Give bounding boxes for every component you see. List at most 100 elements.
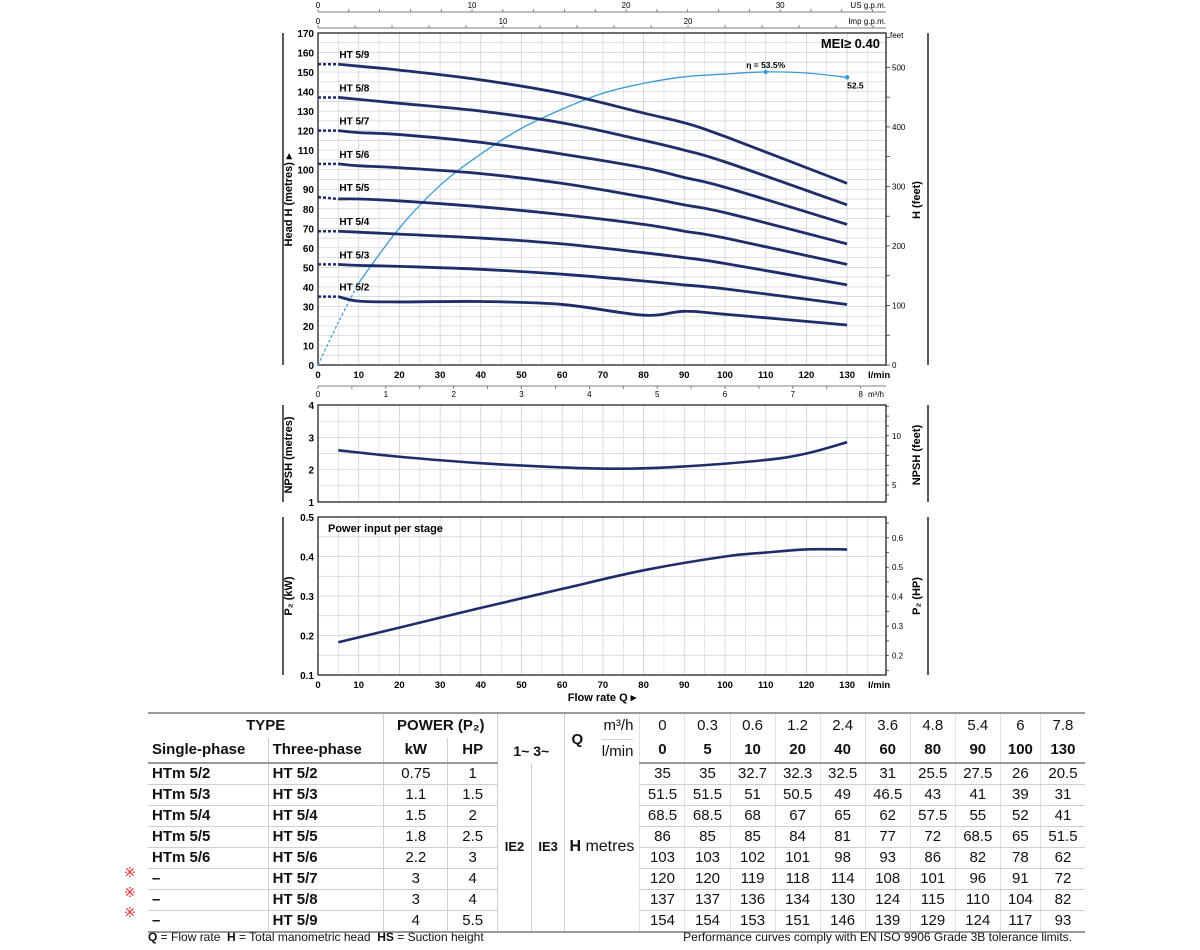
q-header-cell: Q m³/h l/min [564,713,640,764]
m3h-tick-label: 5 [655,390,660,399]
head-value: 130 [819,889,866,911]
head-value: 68.5 [954,826,1001,848]
head-chart-y-tick-label: 140 [297,88,314,99]
head-value: 51.5 [639,784,685,806]
efficiency-peak-point [763,69,768,75]
head-value: 51.5 [1039,826,1085,848]
head-value: 77 [864,826,911,848]
head-chart-y-tick-label: 70 [303,224,315,235]
q-lmin-value: 5 [684,738,731,764]
kw-header: kW [383,738,448,764]
h-metres-label: H metres [564,763,640,932]
head-value: 51.5 [684,784,731,806]
efficiency-end-label: 52.5 [847,80,864,90]
power-chart-y-tick-label: 0.3 [300,592,314,603]
q-m3h-value: 5.4 [954,713,1001,738]
power-chart-x-tick-label: 30 [435,680,446,691]
power-chart-x-tick-label: 100 [717,680,733,691]
head-value: 118 [774,868,821,890]
power-kw: 1.1 [383,784,448,806]
q-lmin-value: 100 [999,738,1041,764]
hp-header: HP [447,738,498,764]
head-chart-x-tick-label: 100 [717,370,733,381]
head-value: 85 [729,826,776,848]
head-chart-frame [317,32,887,366]
head-chart-x-tick-label: 10 [353,370,364,381]
us-gpm-axis-tick-label: 10 [468,1,477,10]
table-row: – HT 5/7 3 4 120 120 119 118 114 108 101 96 91 72 [148,868,1085,890]
three-phase-model: HT 5/4 [267,805,384,827]
three-phase-model: HT 5/7 [267,868,384,890]
head-value: 154 [684,910,731,933]
feet-unit: feet [890,31,904,40]
head-chart-x-tick-label: 90 [679,370,690,381]
head-value: 55 [954,805,1001,827]
head-value: 134 [774,889,821,911]
head-curve-label: HT 5/5 [339,183,369,194]
head-value: 27.5 [954,763,1001,785]
power-kw: 0.75 [383,763,448,785]
npsh-feet-tick-label: 10 [892,432,901,441]
head-value: 72 [1039,868,1085,890]
q-m3h-value: 3.6 [864,713,911,738]
head-chart-x-tick-label: 30 [435,370,446,381]
compliance-note: Performance curves comply with EN ISO 99… [683,930,1072,944]
head-value: 41 [954,784,1001,806]
head-value: 43 [909,784,956,806]
q-lmin-value: 130 [1039,738,1085,764]
npsh-chart-frame [317,404,887,503]
head-value: 68 [729,805,776,827]
power-chart-frame [317,516,887,676]
three-phase-model: HT 5/6 [267,847,384,869]
head-curve-label: HT 5/3 [339,250,369,261]
head-value: 72 [909,826,956,848]
three-phase-model: HT 5/9 [267,910,384,933]
power-chart-x-tick-label: 10 [353,680,364,691]
head-value: 26 [999,763,1041,785]
head-chart-y-tick-label: 130 [297,107,314,118]
m3h-tick-label: 3 [519,390,524,399]
q-lmin-value: 80 [909,738,956,764]
power-kw: 3 [383,868,448,890]
head-value: 68.5 [684,805,731,827]
power-chart-x-tick-label: 60 [557,680,568,691]
three-phase-model: HT 5/2 [267,763,384,785]
head-curve [338,263,848,306]
single-phase-model: – [148,889,269,911]
head-chart-y-tick-label: 20 [303,322,315,333]
head-chart-y-tick-label: 100 [297,166,314,177]
q-lmin-value: 10 [729,738,776,764]
power-kw: 2.2 [383,847,448,869]
power-kw: 3 [383,889,448,911]
head-chart-y-tick-label: 30 [303,302,315,313]
ie3-class: IE3 [530,763,565,932]
head-value: 96 [954,868,1001,890]
imp-gpm-axis-tick-label: 0 [316,17,321,26]
phase-header: 1~ 3~ [497,713,565,763]
head-value: 102 [729,847,776,869]
head-value: 151 [774,910,821,933]
head-value: 117 [999,910,1041,933]
imp-gpm-axis-tick-label: 10 [499,17,508,26]
head-chart-y-tick-label: 170 [297,29,314,40]
head-chart-x-unit: l/min [868,370,890,381]
head-value: 31 [864,763,911,785]
head-curve [338,295,848,327]
efficiency-end-point [844,75,850,80]
head-value: 108 [864,868,911,890]
hp-tick-label: 0.4 [892,593,904,602]
q-m3h-value: 6 [999,713,1041,738]
footer-legend: Q = Flow rate H = Total manometric head … [148,930,484,944]
power-chart-x-tick-label: 90 [679,680,690,691]
head-chart-y-tick-label: 10 [303,341,315,352]
head-value: 103 [684,847,731,869]
head-value: 98 [819,847,866,869]
head-value: 101 [909,868,956,890]
head-chart-x-tick-label: 110 [758,370,773,381]
head-curve-label: HT 5/4 [339,217,369,228]
single-phase-model: HTm 5/5 [148,826,269,848]
head-chart-y-tick-label: 90 [303,185,315,196]
head-value: 32.7 [729,763,776,785]
lmin-unit: l/min [601,739,634,764]
head-value: 86 [639,826,685,848]
